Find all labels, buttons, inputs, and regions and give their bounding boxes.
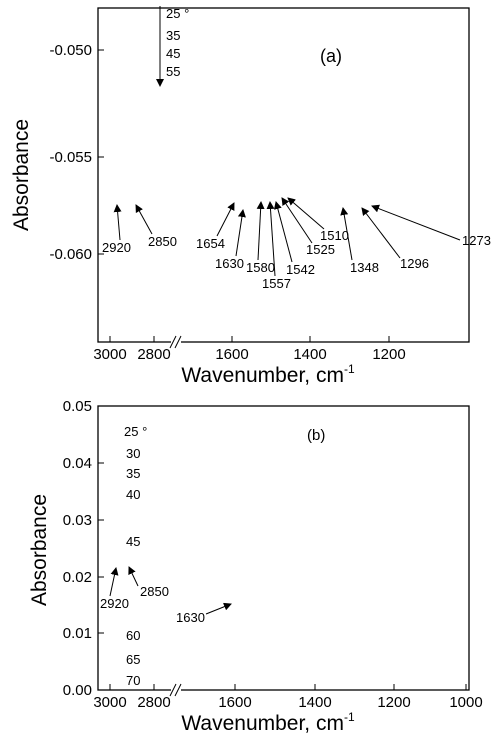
x-tick-label-a-1600: 1600	[215, 346, 248, 363]
annot-a-1630: 1630	[215, 256, 244, 271]
series-label-b-70: 70	[126, 673, 140, 688]
annot-a-1525: 1525	[306, 242, 335, 257]
annot-arrow-a-1296	[361, 207, 401, 259]
temp-label-a-1: 25 °	[166, 6, 189, 21]
annot-a-1542: 1542	[286, 262, 315, 277]
chart-b: 0.00 0.01 0.02 0.03 0.04 0.05 3000 2800 …	[28, 398, 483, 735]
annot-a-1557: 1557	[262, 276, 291, 291]
x-tick-label-a-3000: 3000	[93, 346, 126, 363]
panel-label-a: (a)	[320, 46, 342, 66]
annot-arrow-a-1273	[371, 204, 461, 241]
y-tick-label-b-1: 0.01	[63, 625, 92, 642]
y-axis-title-a: Absorbance	[10, 119, 33, 231]
series-label-b-60: 60	[126, 628, 140, 643]
temp-label-a-2: 35	[166, 28, 180, 43]
x-tick-label-a-1400: 1400	[293, 346, 326, 363]
y-tick-label-b-5: 0.05	[63, 398, 92, 415]
annot-arrow-a-1348	[340, 207, 353, 261]
y-tick-label-b-3: 0.03	[63, 512, 92, 529]
annot-a-1580: 1580	[246, 260, 275, 275]
annot-arrow-a-1525	[281, 197, 313, 244]
series-label-b-45: 45	[126, 534, 140, 549]
x-axis-title-b: Wavenumber, cm-1	[181, 710, 355, 735]
temp-label-a-3: 45	[166, 46, 180, 61]
x-tick-label-b-1400: 1400	[298, 694, 331, 711]
x-axis-title-a: Wavenumber, cm-1	[181, 362, 355, 387]
annot-arrow-a-1580	[256, 201, 265, 261]
annot-arrow-a-1542	[273, 201, 293, 263]
annot-a-1654: 1654	[196, 236, 225, 251]
annot-arrow-b-2850	[128, 566, 139, 587]
annotations-a: 2920 2850 1654 1630 1580 1557 1542 1525 …	[102, 197, 491, 291]
annotations-b: 2920 2850 1630	[100, 566, 232, 625]
y-tick-label-a-1: -0.050	[49, 42, 92, 59]
annot-b-2850: 2850	[140, 584, 169, 599]
y-tick-label-b-0: 0.00	[63, 682, 92, 699]
annot-b-1630: 1630	[176, 610, 205, 625]
x-tick-label-a-1200: 1200	[372, 346, 405, 363]
series-label-b-25: 25 °	[124, 424, 147, 439]
x-tick-label-b-1000: 1000	[449, 694, 482, 711]
annot-arrow-b-2920	[109, 567, 119, 597]
axis-break-b	[169, 683, 182, 697]
y-tick-label-a-3: -0.060	[49, 246, 92, 263]
temp-label-a-4: 55	[166, 64, 180, 79]
series-label-b-30: 30	[126, 446, 140, 461]
x-tick-label-b-2800: 2800	[137, 694, 170, 711]
y-tick-label-b-2: 0.02	[63, 569, 92, 586]
x-tick-label-b-1600: 1600	[218, 694, 251, 711]
plot-frame-b	[97, 405, 470, 691]
annot-a-2920: 2920	[102, 240, 131, 255]
y-tick-label-a-2: -0.055	[49, 149, 92, 166]
series-label-b-40: 40	[126, 487, 140, 502]
annot-a-1296: 1296	[400, 256, 429, 271]
axis-break-a	[169, 335, 182, 349]
annot-arrow-a-2850	[135, 204, 153, 235]
series-label-b-35: 35	[126, 466, 140, 481]
annot-a-1348: 1348	[350, 260, 379, 275]
annot-arrow-a-1654	[216, 202, 235, 237]
annot-arrow-b-1630	[205, 602, 232, 615]
x-tick-label-b-3000: 3000	[93, 694, 126, 711]
annot-arrow-a-1510	[287, 197, 325, 230]
annot-arrow-a-1557	[266, 201, 276, 277]
annot-a-2850: 2850	[148, 234, 177, 249]
chart-a: -0.050 -0.055 -0.060 3000 2800 1600 1400…	[10, 6, 491, 387]
annot-arrow-a-2920	[113, 204, 122, 241]
x-tick-label-a-2800: 2800	[137, 346, 170, 363]
y-axis-title-b: Absorbance	[28, 494, 51, 606]
annot-arrow-a-1630	[235, 209, 246, 257]
x-tick-label-b-1200: 1200	[377, 694, 410, 711]
annot-a-1273: 1273	[462, 233, 491, 248]
y-tick-label-b-4: 0.04	[63, 455, 92, 472]
plot-frame-a	[97, 7, 470, 343]
panel-label-b: (b)	[307, 427, 325, 444]
series-label-b-65: 65	[126, 652, 140, 667]
annot-a-1510: 1510	[320, 228, 349, 243]
annot-b-2920: 2920	[100, 596, 129, 611]
